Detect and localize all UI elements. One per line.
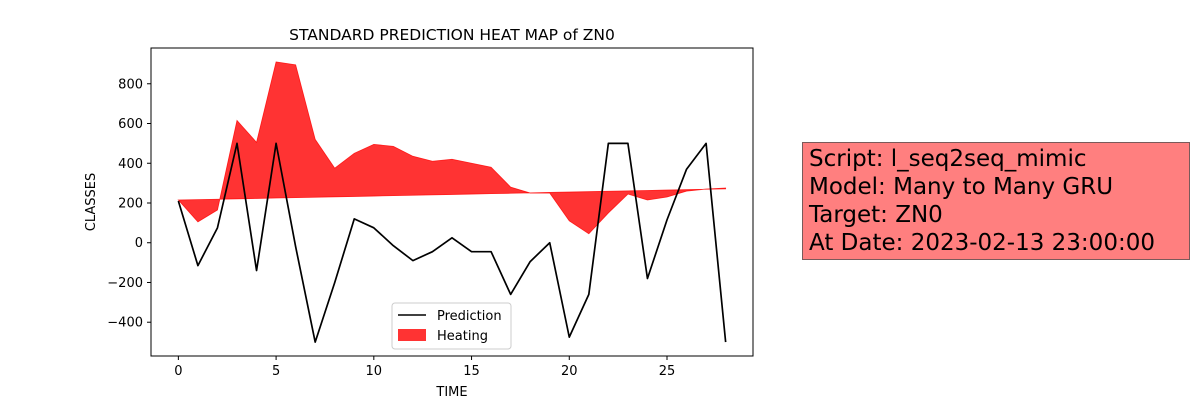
legend-label-heating: Heating: [437, 329, 488, 344]
y-tick-label: 200: [118, 196, 143, 211]
x-axis-label: TIME: [435, 385, 467, 400]
y-tick-label: 400: [118, 157, 143, 172]
heating-area: [177, 61, 727, 235]
y-tick-label: −200: [107, 276, 143, 291]
info-box: Script: l_seq2seq_mimic Model: Many to M…: [802, 142, 1190, 260]
x-tick-label: 25: [659, 364, 676, 379]
info-script-line: Script: l_seq2seq_mimic: [809, 146, 1087, 172]
y-tick-label: −400: [107, 316, 143, 331]
chart-title: STANDARD PREDICTION HEAT MAP of ZN0: [289, 26, 615, 44]
x-tick-label: 15: [463, 364, 480, 379]
info-target-line: Target: ZN0: [809, 202, 943, 228]
legend-label-prediction: Prediction: [437, 309, 502, 324]
info-model-line: Model: Many to Many GRU: [809, 174, 1114, 200]
prediction-line: [177, 142, 727, 343]
y-tick-label: 600: [118, 117, 143, 132]
x-tick-label: 20: [561, 364, 578, 379]
line-chart: STANDARD PREDICTION HEAT MAP of ZN0 0 5 10…: [84, 26, 754, 400]
x-tick-label: 0: [174, 364, 182, 379]
plot-frame: [150, 47, 754, 357]
y-tick-label: 0: [135, 236, 143, 251]
info-date-line: At Date: 2023-02-13 23:00:00: [809, 230, 1155, 256]
y-tick-label: 800: [118, 77, 143, 92]
x-tick-label: 10: [366, 364, 383, 379]
legend-swatch-heating: [398, 329, 426, 341]
legend: Prediction Heating: [391, 302, 512, 350]
x-tick-label: 5: [272, 364, 280, 379]
y-axis-label: CLASSES: [84, 173, 99, 231]
